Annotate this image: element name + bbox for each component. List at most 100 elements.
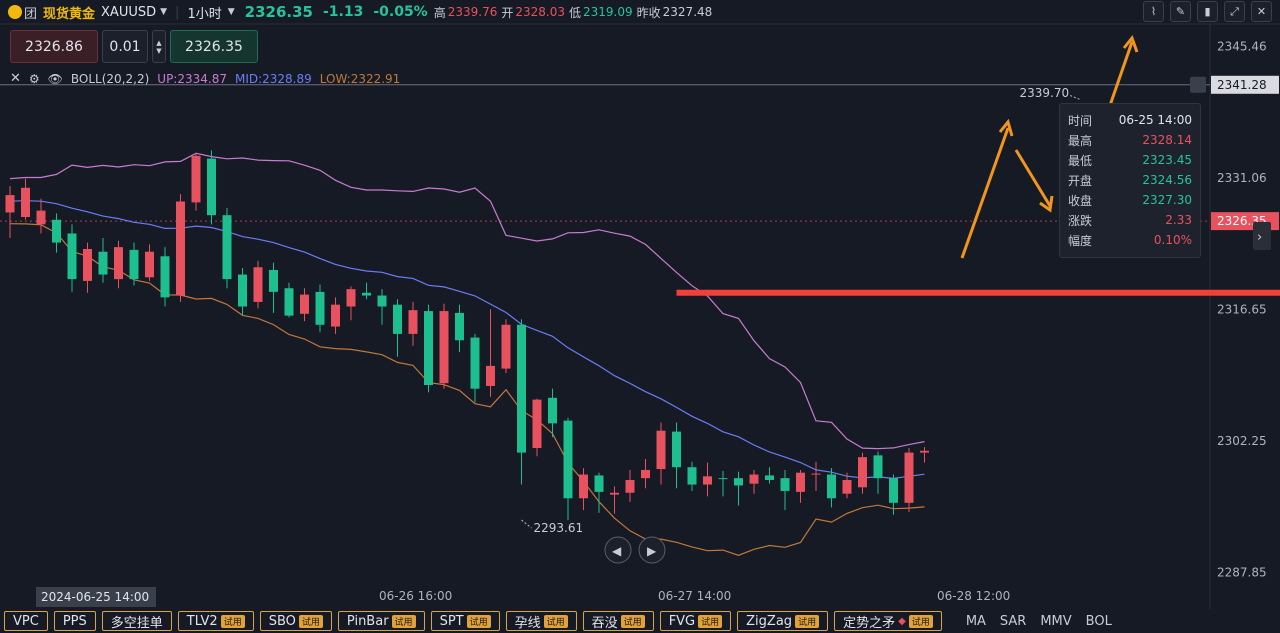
symbol[interactable]: XAUUSD bbox=[101, 4, 157, 20]
candle-tooltip: 时间 06-25 14:00 最高 2328.14 最低 2323.45 开盘 2324… bbox=[1059, 103, 1201, 258]
extreme-leader-line bbox=[521, 519, 532, 529]
low-label: 低 bbox=[569, 5, 582, 20]
tool-spt[interactable]: SPT 试用 bbox=[430, 611, 500, 631]
candle-body bbox=[811, 473, 821, 475]
candle-body bbox=[904, 452, 914, 503]
boll-middle-band bbox=[9, 200, 925, 479]
indicator-legend: ✕ ⚙ 👁 BOLL(20,2,2) UP:2334.87 MID:2328.8… bbox=[10, 71, 400, 86]
candle-body bbox=[641, 469, 650, 479]
prev-button-icon bbox=[604, 536, 632, 564]
candle-body bbox=[780, 478, 790, 491]
candle-body bbox=[532, 399, 542, 449]
candle-body bbox=[424, 311, 433, 386]
next-glyph: ▶ bbox=[647, 544, 657, 558]
logo-text: 团 bbox=[24, 6, 38, 22]
symbol-dropdown-icon[interactable]: ▼ bbox=[160, 7, 168, 17]
chart-type-icon[interactable]: ⌇ bbox=[1143, 1, 1164, 22]
top-toolbar: 团 现货黄金 XAUUSD ▼ | 1小时 ▼ 2326.35 -1.13 -0… bbox=[0, 0, 1280, 24]
sell-button[interactable]: 2326.86 bbox=[10, 30, 98, 63]
tool-zigzag[interactable]: ZigZag 试用 bbox=[737, 611, 829, 631]
boll-upper-band bbox=[9, 152, 925, 450]
remove-indicator-icon[interactable]: ✕ bbox=[10, 71, 21, 86]
close-icon[interactable]: ✕ bbox=[1251, 1, 1272, 22]
arrow-head-3 bbox=[1122, 34, 1139, 53]
tooltip-row-low: 最低 2323.45 bbox=[1068, 153, 1192, 168]
y-tick-label: 2316.65 bbox=[1217, 303, 1267, 317]
lot-input[interactable]: 0.01 bbox=[102, 30, 148, 63]
candle-body bbox=[842, 479, 852, 494]
tooltip-row-amplitude: 幅度 0.10% bbox=[1068, 233, 1192, 248]
timeframe[interactable]: 1小时 bbox=[187, 6, 222, 22]
candle-body bbox=[269, 269, 278, 292]
trial-badge: 试用 bbox=[908, 614, 933, 628]
candle-body bbox=[517, 324, 526, 453]
candle-body bbox=[873, 455, 883, 479]
indicator-sar[interactable]: SAR bbox=[999, 613, 1027, 629]
trial-badge: 试用 bbox=[298, 614, 323, 628]
tool-engulfing[interactable]: 吞没 试用 bbox=[582, 611, 654, 631]
candle-body bbox=[222, 215, 232, 280]
candle-body bbox=[765, 475, 774, 480]
candlestick-icon[interactable]: ▮ bbox=[1197, 1, 1218, 22]
candle-body bbox=[315, 291, 325, 325]
stepper-down-icon[interactable]: ▼ bbox=[156, 46, 162, 55]
level-price-tag bbox=[1211, 75, 1279, 94]
visibility-eye-icon[interactable]: 👁 bbox=[47, 71, 63, 86]
tool-fvg[interactable]: FVG 试用 bbox=[659, 611, 732, 631]
candle-body bbox=[5, 195, 15, 213]
trial-badge: 试用 bbox=[391, 614, 416, 628]
indicator-boll[interactable]: BOL bbox=[1085, 613, 1112, 629]
crosshair-time-tag bbox=[36, 587, 156, 607]
buy-button[interactable]: 2326.35 bbox=[170, 30, 258, 63]
tool-pps[interactable]: PPS bbox=[53, 611, 96, 631]
candle-body bbox=[331, 304, 340, 327]
extreme-leader-line bbox=[1069, 94, 1080, 100]
separator: | bbox=[175, 4, 180, 20]
candle-body bbox=[207, 158, 216, 216]
tool-long-short-orders[interactable]: 多空挂单 bbox=[101, 611, 172, 631]
candle-body bbox=[21, 187, 30, 218]
trial-badge: 试用 bbox=[620, 614, 645, 628]
x-axis-label: 06-28 12:00 bbox=[937, 589, 1010, 603]
tool-vpc[interactable]: VPC bbox=[4, 611, 48, 631]
candle-body bbox=[548, 397, 557, 424]
timeframe-dropdown-icon[interactable]: ▼ bbox=[227, 7, 235, 17]
candle-body bbox=[83, 248, 92, 281]
prev-close-label: 昨收 bbox=[636, 5, 661, 20]
stepper-up-icon[interactable]: ▲ bbox=[156, 38, 162, 47]
arrow-up-1 bbox=[960, 127, 1010, 259]
arrow-head-1 bbox=[998, 118, 1014, 137]
gold-logo-icon bbox=[8, 5, 22, 19]
lot-stepper[interactable]: ▲ ▼ bbox=[152, 30, 166, 63]
candle-body bbox=[563, 420, 573, 499]
chevron-right-icon: › bbox=[1257, 230, 1262, 245]
prev-glyph: ◀ bbox=[612, 544, 622, 558]
tool-trend-spear[interactable]: 定势之矛 ◆ 试用 bbox=[834, 611, 942, 631]
tool-inside-bar[interactable]: 孕线 试用 bbox=[505, 611, 577, 631]
expand-icon[interactable]: ⤢ bbox=[1224, 1, 1245, 22]
trial-badge: 试用 bbox=[220, 614, 245, 628]
indicator-mmv[interactable]: MMV bbox=[1040, 613, 1072, 629]
open-value: 2328.03 bbox=[515, 5, 565, 19]
candle-body bbox=[796, 472, 805, 492]
candle-body bbox=[439, 311, 449, 384]
candle-body bbox=[858, 457, 867, 488]
draw-pen-icon[interactable]: ✎ bbox=[1170, 1, 1191, 22]
candle-body bbox=[749, 474, 759, 484]
indicator-name: BOLL(20,2,2) bbox=[70, 71, 150, 86]
instrument-name[interactable]: 现货黄金 bbox=[43, 6, 96, 22]
candle-body bbox=[176, 201, 185, 296]
current-price-label: 2326.35 bbox=[1217, 214, 1267, 228]
x-axis-label: 2024-06-25 14:00 bbox=[41, 590, 149, 604]
trial-badge: 试用 bbox=[543, 614, 568, 628]
boll-up-value: UP:2334.87 bbox=[157, 71, 227, 86]
tool-pinbar[interactable]: PinBar 试用 bbox=[337, 611, 425, 631]
indicator-ma[interactable]: MA bbox=[965, 613, 986, 629]
candle-body bbox=[703, 476, 712, 485]
tool-sbo[interactable]: SBO 试用 bbox=[259, 611, 332, 631]
high-label: 高 bbox=[433, 5, 446, 20]
tool-tlv2[interactable]: TLV2 试用 bbox=[177, 611, 254, 631]
settings-icon[interactable]: ⚙ bbox=[28, 71, 40, 86]
current-price: 2326.35 bbox=[244, 3, 313, 21]
